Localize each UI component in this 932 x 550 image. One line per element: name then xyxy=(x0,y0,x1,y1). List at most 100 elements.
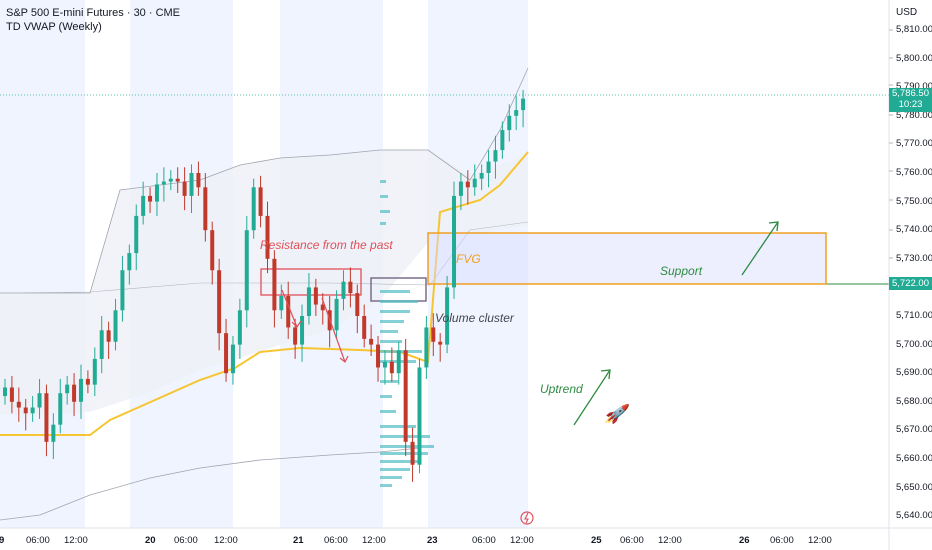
candle-body xyxy=(320,304,325,311)
volume-profile-bar xyxy=(380,410,396,413)
rocket-icon[interactable]: 🚀 xyxy=(604,404,627,424)
price-tick: 5,640.00 xyxy=(896,510,932,522)
volume-profile-bar xyxy=(380,180,386,183)
fvg-zone[interactable] xyxy=(427,232,827,285)
volume-profile-bar xyxy=(380,460,420,463)
volume-profile-bar xyxy=(380,484,392,487)
price-tick: 5,690.00 xyxy=(896,367,932,379)
candle-body xyxy=(58,393,63,425)
candle-body xyxy=(272,258,277,311)
candle-body xyxy=(189,173,194,196)
indicator-label[interactable]: TD VWAP (Weekly) xyxy=(6,21,102,33)
candle-body xyxy=(300,316,305,345)
currency-label[interactable]: USD xyxy=(896,7,918,18)
volume-profile-bar xyxy=(380,445,434,448)
price-tick: 5,770.00 xyxy=(896,138,932,150)
vwap-lower-band xyxy=(0,447,421,521)
candle-body xyxy=(175,178,180,182)
price-tick: 5,790.00 xyxy=(896,81,932,93)
volume-profile-bar xyxy=(380,310,410,313)
symbol-title[interactable]: S&P 500 E-mini Futures · 30 · CME xyxy=(6,7,181,19)
volume-profile-bar xyxy=(380,476,402,479)
candle-body xyxy=(237,310,242,345)
candle-body xyxy=(9,387,14,402)
candle-body xyxy=(417,367,422,465)
price-tick: 5,760.00 xyxy=(896,167,932,178)
time-tick: 9 xyxy=(0,535,5,546)
candle-body xyxy=(3,387,7,397)
candle-body xyxy=(403,350,408,442)
candle-body xyxy=(438,341,443,345)
candle-body xyxy=(334,298,339,331)
candle-body xyxy=(99,330,104,359)
candle-body xyxy=(30,407,35,414)
candle-body xyxy=(113,310,118,342)
time-tick: 23 xyxy=(427,535,438,546)
time-tick: 12:00 xyxy=(510,535,534,546)
volume-cluster-label[interactable]: Volume cluster xyxy=(435,311,514,325)
last-price-badge: 5,786.50 10:23 xyxy=(889,88,932,112)
candle-body xyxy=(500,130,505,151)
candle-body xyxy=(92,358,97,385)
candle-body xyxy=(521,98,526,111)
candle-body xyxy=(244,230,249,311)
candle-body xyxy=(389,361,394,374)
price-tick: 5,660.00 xyxy=(896,453,932,464)
price-tick: 5,670.00 xyxy=(896,424,932,436)
candle-body xyxy=(168,178,173,182)
candle-body xyxy=(376,344,381,368)
candle-body xyxy=(16,401,21,408)
time-tick: 25 xyxy=(591,535,602,546)
candle-body xyxy=(23,407,28,414)
support-price-badge: 5,722.00 xyxy=(889,277,932,290)
candle-body xyxy=(154,184,159,202)
flash-icon[interactable] xyxy=(520,511,534,525)
support-arrow xyxy=(741,221,779,276)
uptrend-arrow xyxy=(573,369,611,426)
volume-profile-bar xyxy=(380,468,410,471)
fvg-label[interactable]: FVG xyxy=(456,252,481,266)
candle-body xyxy=(161,181,166,185)
time-tick: 12:00 xyxy=(214,535,238,546)
candle-body xyxy=(341,281,346,299)
candle-body xyxy=(148,195,153,202)
time-tick: 06:00 xyxy=(620,535,644,546)
time-tick: 06:00 xyxy=(324,535,348,546)
time-tick: 26 xyxy=(739,535,750,546)
candle-body xyxy=(182,181,187,196)
candle-body xyxy=(141,195,146,216)
time-tick: 20 xyxy=(145,535,156,546)
time-tick: 06:00 xyxy=(472,535,496,546)
candle-countdown: 10:23 xyxy=(898,99,923,110)
price-tick: 5,800.00 xyxy=(896,52,932,64)
candle-body xyxy=(313,287,318,305)
time-tick: 12:00 xyxy=(658,535,682,546)
price-tick: 5,780.00 xyxy=(896,109,932,121)
candle-body xyxy=(217,270,222,334)
resistance-label[interactable]: Resistance from the past xyxy=(260,238,393,252)
candle-body xyxy=(72,384,77,402)
candle-body xyxy=(106,330,111,342)
uptrend-label[interactable]: Uptrend xyxy=(540,382,583,396)
candle-body xyxy=(458,181,463,196)
price-tick: 5,710.00 xyxy=(896,310,932,321)
time-tick: 06:00 xyxy=(174,535,198,546)
time-tick: 12:00 xyxy=(64,535,88,546)
time-tick: 12:00 xyxy=(362,535,386,546)
last-price-value: 5,786.50 xyxy=(892,88,929,99)
candle-body xyxy=(493,150,498,162)
volume-profile-bar xyxy=(380,300,418,303)
vwap-mid-band xyxy=(0,221,529,294)
resistance-zone[interactable] xyxy=(260,268,362,296)
support-label[interactable]: Support xyxy=(660,264,703,278)
candle-body xyxy=(251,187,256,231)
volume-profile-bar xyxy=(380,452,428,455)
candle-body xyxy=(134,215,139,254)
price-tick: 5,650.00 xyxy=(896,481,932,493)
candle-body xyxy=(203,187,208,231)
volume-profile-bar xyxy=(380,425,416,428)
candle-body xyxy=(306,287,311,316)
axis-tick-marks xyxy=(889,29,893,259)
